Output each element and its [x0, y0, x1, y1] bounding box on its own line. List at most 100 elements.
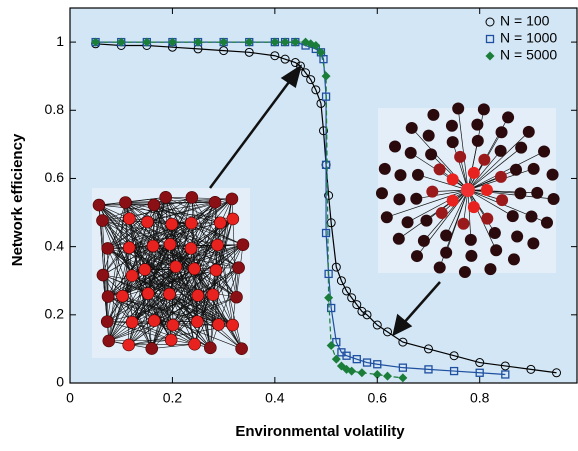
network-node — [102, 242, 114, 254]
network-node — [389, 140, 401, 152]
network-node — [102, 291, 114, 303]
network-node — [508, 253, 520, 265]
network-node — [209, 196, 221, 208]
network-node — [186, 191, 198, 203]
network-node — [406, 122, 418, 134]
network-node — [96, 215, 108, 227]
network-node — [484, 263, 496, 275]
network-node — [452, 103, 464, 115]
legend-label: N = 1000 — [500, 30, 557, 46]
network-node — [148, 199, 160, 211]
network-node — [126, 316, 138, 328]
network-node — [126, 270, 138, 282]
network-node — [420, 215, 432, 227]
network-node — [188, 263, 200, 275]
network-node — [440, 229, 452, 241]
network-node — [468, 167, 480, 179]
network-node — [411, 250, 423, 262]
network-node — [227, 319, 239, 331]
network-node — [447, 173, 459, 185]
network-node — [207, 289, 219, 301]
y-tick-label: 1 — [56, 33, 64, 49]
network-node — [548, 193, 560, 205]
network-node — [528, 163, 540, 175]
network-node — [103, 335, 115, 347]
network-node — [141, 216, 153, 228]
network-node — [402, 216, 414, 228]
y-tick-label: 0.6 — [45, 169, 65, 185]
network-node — [412, 169, 424, 181]
network-node — [490, 244, 502, 256]
network-node — [185, 217, 197, 229]
network-node — [440, 247, 452, 259]
network-node — [426, 186, 438, 198]
network-node — [478, 154, 490, 166]
network-node — [160, 191, 172, 203]
network-node — [478, 103, 490, 115]
network-node — [454, 151, 466, 163]
network-node — [425, 148, 437, 160]
network-node — [204, 342, 216, 354]
network-node — [489, 227, 501, 239]
network-node — [502, 111, 514, 123]
network-node — [481, 184, 493, 196]
network-node — [185, 242, 197, 254]
network-node — [147, 240, 159, 252]
network-hub — [461, 183, 475, 197]
network-node — [163, 288, 175, 300]
network-node — [164, 238, 176, 250]
network-node — [459, 266, 471, 278]
network-node — [547, 169, 559, 181]
network-node — [434, 261, 446, 273]
network-node — [192, 289, 204, 301]
network-node — [510, 164, 522, 176]
network-node — [541, 217, 553, 229]
network-node — [446, 120, 458, 132]
network-node — [495, 171, 507, 183]
network-node — [447, 195, 459, 207]
network-node — [538, 146, 550, 158]
network-node — [139, 264, 151, 276]
x-tick-label: 0 — [66, 390, 74, 406]
network-node — [523, 126, 535, 138]
network-node — [465, 250, 477, 262]
network-node — [525, 210, 537, 222]
network-node — [468, 201, 480, 213]
network-node — [481, 213, 493, 225]
network-node — [393, 233, 405, 245]
network-node — [123, 242, 135, 254]
x-axis-label: Environmental volatility — [235, 423, 405, 440]
y-tick-label: 0 — [56, 374, 64, 390]
network-node — [166, 218, 178, 230]
x-tick-label: 0.4 — [265, 390, 285, 406]
network-node — [496, 126, 508, 138]
network-node — [405, 147, 417, 159]
network-node — [237, 239, 249, 251]
network-node — [527, 237, 539, 249]
network-node — [436, 207, 448, 219]
network-node — [434, 163, 446, 175]
network-node — [472, 135, 484, 147]
network-node — [191, 316, 203, 328]
network-node — [233, 262, 245, 274]
network-node — [116, 290, 128, 302]
network-node — [213, 319, 225, 331]
network-node — [465, 234, 477, 246]
network-node — [514, 187, 526, 199]
network-node — [230, 291, 242, 303]
network-node — [393, 193, 405, 205]
network-node — [101, 316, 113, 328]
x-tick-label: 0.2 — [163, 390, 183, 406]
network-node — [214, 217, 226, 229]
network-node — [227, 213, 239, 225]
network-node — [189, 338, 201, 350]
network-node — [418, 235, 430, 247]
network-node — [471, 119, 483, 131]
network-node — [447, 136, 459, 148]
network-node — [423, 130, 435, 142]
network-node — [165, 334, 177, 346]
network-node — [410, 193, 422, 205]
network-node — [142, 288, 154, 300]
y-axis-label: Network efficiency — [9, 133, 26, 266]
